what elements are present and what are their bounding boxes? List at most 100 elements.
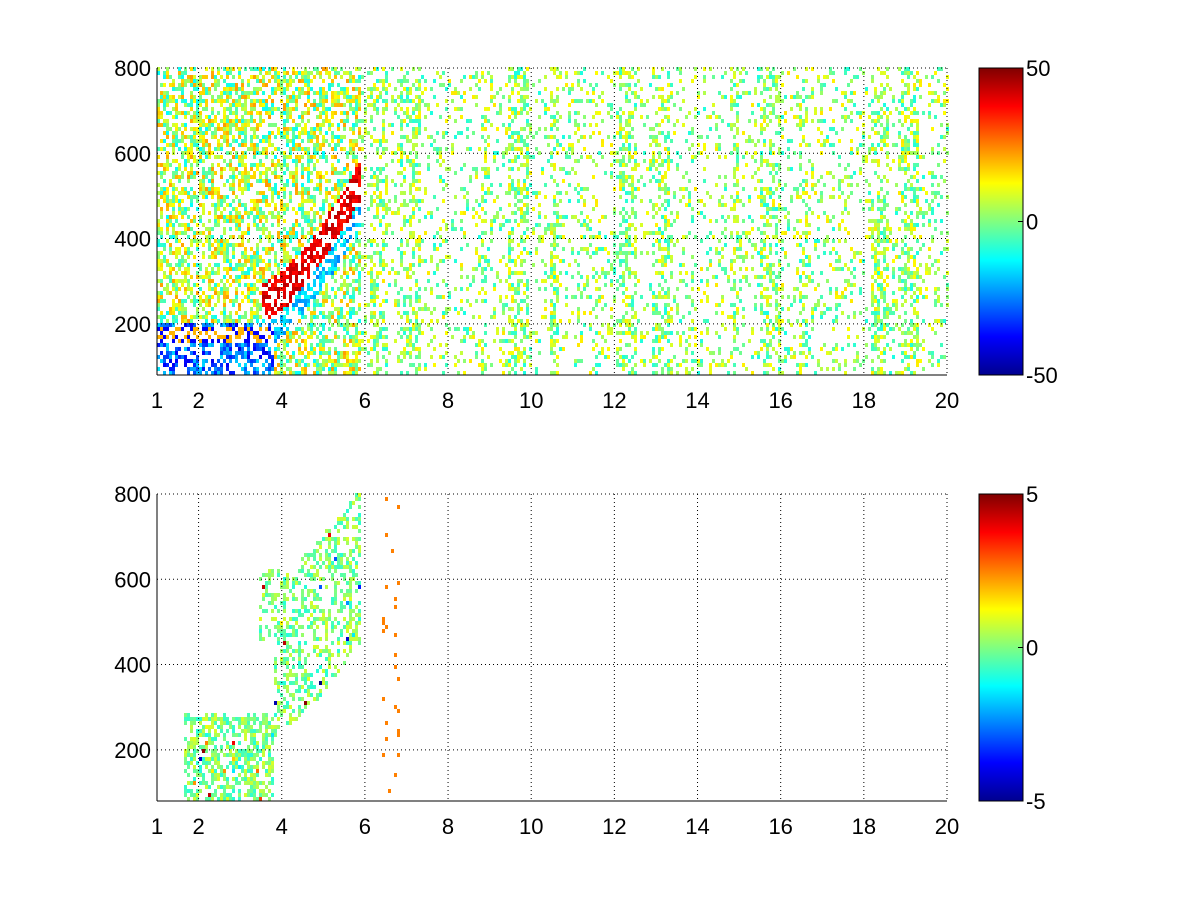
- heatmap-cell: [514, 195, 517, 199]
- heatmap-cell: [283, 207, 286, 211]
- heatmap-cell: [517, 179, 520, 183]
- heatmap-cell: [523, 143, 526, 147]
- heatmap-cell: [289, 335, 292, 339]
- heatmap-cell: [610, 163, 613, 167]
- heatmap-cell: [607, 103, 610, 107]
- heatmap-cell: [580, 331, 583, 335]
- heatmap-cell: [292, 179, 295, 183]
- heatmap-cell: [439, 243, 442, 247]
- heatmap-cell: [622, 259, 625, 263]
- heatmap-cell: [367, 87, 370, 91]
- heatmap-cell: [448, 295, 451, 299]
- heatmap-cell: [217, 243, 220, 247]
- heatmap-cell: [508, 363, 511, 367]
- heatmap-cell: [592, 131, 595, 135]
- heatmap-cell: [256, 315, 259, 319]
- heatmap-cell: [325, 139, 328, 143]
- heatmap-cell: [259, 335, 262, 339]
- heatmap-cell: [319, 283, 322, 287]
- heatmap-cell: [199, 91, 202, 95]
- heatmap-cell: [376, 331, 379, 335]
- heatmap-cell: [310, 251, 313, 255]
- heatmap-cell: [283, 187, 286, 191]
- heatmap-cell: [364, 319, 367, 323]
- heatmap-cell: [181, 155, 184, 159]
- heatmap-cell: [418, 179, 421, 183]
- heatmap-cell: [334, 279, 337, 283]
- heatmap-cell: [493, 315, 496, 319]
- heatmap-cell: [592, 251, 595, 255]
- heatmap-cell: [235, 263, 238, 267]
- heatmap-cell: [358, 211, 361, 215]
- heatmap-cell: [214, 191, 217, 195]
- heatmap-cell: [514, 107, 517, 111]
- heatmap-cell: [226, 355, 229, 359]
- heatmap-cell: [550, 347, 553, 351]
- heatmap-cell: [247, 215, 250, 219]
- heatmap-cell: [226, 163, 229, 167]
- heatmap-cell: [244, 259, 247, 263]
- heatmap-cell: [652, 371, 655, 375]
- heatmap-cell: [280, 327, 283, 331]
- heatmap-cell: [379, 223, 382, 227]
- heatmap-cell: [181, 211, 184, 215]
- heatmap-cell: [415, 319, 418, 323]
- heatmap-cell: [610, 307, 613, 311]
- heatmap-cell: [175, 359, 178, 363]
- heatmap-cell: [316, 291, 319, 295]
- heatmap-cell: [316, 243, 319, 247]
- heatmap-cell: [424, 127, 427, 131]
- heatmap-cell: [319, 223, 322, 227]
- heatmap-cell: [280, 331, 283, 335]
- heatmap-cell: [274, 319, 277, 323]
- heatmap-cell: [571, 247, 574, 251]
- heatmap-cell: [172, 351, 175, 355]
- heatmap-cell: [511, 211, 514, 215]
- heatmap-cell: [208, 299, 211, 303]
- heatmap-cell: [574, 295, 577, 299]
- heatmap-cell: [301, 203, 304, 207]
- heatmap-cell: [322, 363, 325, 367]
- heatmap-cell: [316, 175, 319, 179]
- heatmap-cell: [202, 327, 205, 331]
- heatmap-cell: [460, 79, 463, 83]
- heatmap-cell: [523, 271, 526, 275]
- heatmap-cell: [652, 295, 655, 299]
- heatmap-cell: [520, 251, 523, 255]
- heatmap-cell: [217, 247, 220, 251]
- heatmap-cell: [187, 287, 190, 291]
- heatmap-cell: [637, 163, 640, 167]
- heatmap-cell: [274, 155, 277, 159]
- heatmap-cell: [328, 267, 331, 271]
- heatmap-cell: [283, 251, 286, 255]
- heatmap-cell: [316, 303, 319, 307]
- heatmap-cell: [343, 251, 346, 255]
- heatmap-cell: [334, 347, 337, 351]
- heatmap-cell: [196, 199, 199, 203]
- heatmap-cell: [250, 323, 253, 327]
- heatmap-cell: [241, 291, 244, 295]
- heatmap-cell: [163, 99, 166, 103]
- heatmap-cell: [379, 311, 382, 315]
- heatmap-cell: [301, 283, 304, 287]
- heatmap-cell: [373, 175, 376, 179]
- heatmap-cell: [334, 199, 337, 203]
- heatmap-cell: [313, 271, 316, 275]
- heatmap-cell: [550, 319, 553, 323]
- heatmap-cell: [277, 355, 280, 359]
- heatmap-cell: [499, 299, 502, 303]
- heatmap-cell: [334, 307, 337, 311]
- heatmap-cell: [328, 179, 331, 183]
- heatmap-cell: [307, 79, 310, 83]
- heatmap-cell: [184, 83, 187, 87]
- heatmap-cell: [295, 271, 298, 275]
- heatmap-cell: [391, 179, 394, 183]
- heatmap-cell: [649, 179, 652, 183]
- heatmap-cell: [619, 87, 622, 91]
- heatmap-cell: [262, 227, 265, 231]
- heatmap-cell: [553, 239, 556, 243]
- heatmap-cell: [577, 191, 580, 195]
- heatmap-cell: [235, 207, 238, 211]
- heatmap-cell: [598, 95, 601, 99]
- heatmap-cell: [655, 323, 658, 327]
